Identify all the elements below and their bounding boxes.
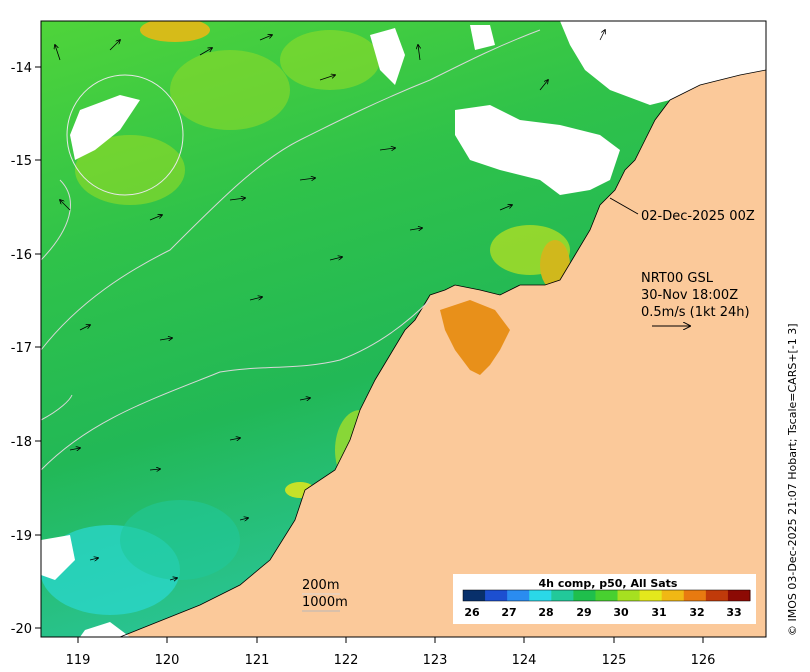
lat-tick-label: -20 [11,622,32,637]
colorbar-tick-label: 26 [464,606,480,619]
colorbar: 4h comp, p50, All Sats 26 27 28 29 30 31… [453,574,756,624]
bathymetry-contours [41,29,541,471]
colorbar-swatch [507,590,530,601]
colorbar-swatch [551,590,574,601]
contour-1000m-label: 1000m [302,595,348,610]
colorbar-tick-label: 32 [689,606,704,619]
lat-axis: -14 -15 -16 -17 -18 -19 -20 [11,61,41,637]
lon-tick-label: 121 [245,653,270,668]
colorbar-tick-label: 28 [538,606,553,619]
colorbar-swatch [727,590,751,601]
lat-tick-label: -16 [11,248,32,263]
lat-tick-label: -18 [11,435,32,450]
colorbar-title: 4h comp, p50, All Sats [539,577,678,590]
contour-200m-label: 200m [302,578,339,593]
colorbar-swatch [683,590,707,601]
colorbar-swatch [661,590,685,601]
colorbar-swatch [639,590,663,601]
map-area [41,21,766,637]
colorbar-tick-label: 30 [613,606,629,619]
lat-tick-label: -14 [11,61,32,76]
coastline [119,69,766,637]
colorbar-swatch [705,590,729,601]
gulf-inlet [440,300,510,375]
colorbar-swatch [617,590,641,601]
colorbar-swatch [485,590,508,601]
vector-info-line3: 0.5m/s (1kt 24h) [641,305,750,320]
colorbar-swatches [463,590,751,601]
colorbar-swatch [595,590,619,601]
lon-tick-label: 125 [602,653,627,668]
lon-tick-label: 122 [334,653,359,668]
colorbar-tick-label: 33 [726,606,741,619]
land-mass [120,21,766,637]
lon-tick-label: 120 [155,653,180,668]
lat-tick-label: -17 [11,341,32,356]
current-vectors [55,30,605,580]
lon-axis: 119 120 121 122 123 124 125 126 [66,637,716,668]
lon-tick-label: 124 [512,653,537,668]
colorbar-swatch [529,590,552,601]
contour-1000m [41,29,541,351]
lon-tick-label: 126 [691,653,716,668]
colorbar-swatch [463,590,486,601]
lat-tick-label: -15 [11,154,32,169]
date-label: 02-Dec-2025 00Z [641,209,755,224]
colorbar-tick-label: 27 [501,606,516,619]
lon-tick-label: 123 [423,653,448,668]
lon-tick-label: 119 [66,653,91,668]
date-pointer [609,197,639,215]
copyright-side-text: © IMOS 03-Dec-2025 21:07 Hobart; Tscale=… [786,323,799,636]
colorbar-tick-label: 31 [651,606,666,619]
vector-info-line2: 30-Nov 18:00Z [641,288,738,303]
vector-info-line1: NRT00 GSL [641,271,714,286]
map-frame [40,20,767,638]
lat-tick-label: -19 [11,529,32,544]
cloud-mask [41,21,766,637]
colorbar-tick-label: 29 [576,606,591,619]
contour-200m [41,299,431,471]
colorbar-swatch [573,590,596,601]
